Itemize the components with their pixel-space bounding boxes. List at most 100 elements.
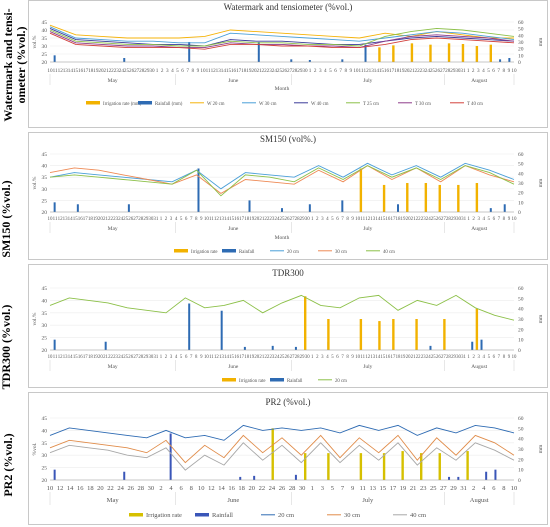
- irrigation-bar: [271, 428, 274, 480]
- day-tick-label: 24: [274, 217, 280, 222]
- rainfall-bar: [294, 346, 297, 350]
- rainfall-bar: [499, 59, 502, 62]
- day-tick-label: 20: [97, 485, 104, 492]
- legend-swatch: [174, 249, 188, 253]
- day-tick-label: 25: [277, 68, 283, 74]
- day-tick-label: 18: [88, 355, 93, 360]
- month-label: August: [471, 78, 487, 84]
- day-tick-label: 1: [467, 217, 470, 222]
- y2-tick-label: 20: [518, 327, 524, 333]
- day-tick-label: 7: [190, 217, 193, 222]
- rainfall-bar: [169, 433, 172, 480]
- day-tick-label: 16: [77, 485, 84, 492]
- day-tick-label: 14: [68, 355, 73, 360]
- irrigation-bar: [447, 43, 451, 62]
- day-tick-label: 4: [171, 68, 174, 74]
- day-tick-label: 21: [411, 355, 416, 360]
- day-tick-label: 11: [360, 355, 365, 360]
- irrigation-bar: [378, 47, 381, 62]
- rainfall-bar: [489, 208, 492, 212]
- day-tick-label: 24: [118, 355, 123, 360]
- day-tick-label: 15: [73, 217, 79, 222]
- day-tick-label: 17: [239, 355, 244, 360]
- day-tick-label: 15: [226, 68, 232, 74]
- irrigation-bar: [489, 44, 492, 62]
- day-tick-label: 22: [109, 68, 115, 74]
- series-line: [49, 31, 515, 49]
- day-tick-label: 17: [391, 355, 396, 360]
- day-tick-label: 5: [180, 355, 183, 360]
- rainfall-bar: [220, 310, 223, 350]
- y-tick-label: 20: [42, 210, 48, 216]
- day-tick-label: 27: [440, 68, 446, 74]
- day-tick-label: 7: [341, 485, 345, 492]
- y-tick-label: 35: [42, 441, 48, 447]
- day-tick-label: 23: [270, 355, 275, 360]
- rainfall-bar: [364, 44, 367, 62]
- day-tick-label: 27: [290, 355, 295, 360]
- month-label: June: [227, 497, 239, 504]
- legend-label: T 40 cm: [467, 102, 483, 107]
- day-tick-label: 27: [134, 68, 140, 74]
- day-tick-label: 21: [410, 485, 417, 492]
- irrigation-bar: [457, 184, 460, 212]
- y-tick-label: 25: [42, 466, 48, 472]
- rainfall-bar: [341, 59, 344, 62]
- row-label-pr2: PR2 (%vol.): [1, 433, 15, 497]
- day-tick-label: 10: [512, 355, 517, 360]
- y-tick-label: 30: [42, 44, 48, 50]
- day-tick-label: 24: [425, 68, 431, 74]
- day-tick-label: 3: [166, 68, 169, 74]
- y2-tick-label: 30: [518, 181, 524, 187]
- day-tick-label: 8: [503, 217, 506, 222]
- day-tick-label: 8: [191, 68, 194, 74]
- day-tick-label: 14: [68, 68, 74, 74]
- chart-border: [28, 392, 548, 525]
- y2-axis-title: mm: [538, 444, 544, 453]
- legend-label: 20 cm: [287, 250, 299, 255]
- day-tick-label: 12: [208, 485, 215, 492]
- irrigation-bar: [424, 183, 428, 212]
- day-tick-label: 11: [209, 217, 214, 222]
- day-tick-label: 1: [309, 68, 312, 74]
- day-tick-label: 29: [300, 355, 305, 360]
- day-tick-label: 7: [498, 355, 501, 360]
- day-tick-label: 31: [460, 485, 467, 492]
- day-tick-label: 14: [224, 355, 229, 360]
- day-tick-label: 5: [180, 217, 183, 222]
- day-tick-label: 22: [415, 68, 421, 74]
- day-tick-label: 29: [297, 68, 303, 74]
- y2-tick-label: 60: [518, 416, 524, 422]
- rainfall-bar: [448, 476, 451, 480]
- day-tick-label: 18: [241, 68, 247, 74]
- y-tick-label: 25: [42, 336, 48, 342]
- irrigation-bar: [359, 168, 363, 212]
- day-tick-label: 15: [380, 217, 386, 222]
- day-tick-label: 8: [344, 68, 347, 74]
- y-tick-label: 45: [42, 20, 48, 26]
- day-tick-label: 15: [73, 68, 79, 74]
- month-label: August: [470, 497, 489, 504]
- day-tick-label: 3: [170, 355, 173, 360]
- day-tick-label: 7: [497, 68, 500, 74]
- rainfall-bar: [308, 204, 311, 212]
- day-tick-label: 3: [477, 217, 480, 222]
- month-label: June: [228, 78, 239, 84]
- day-tick-label: 5: [331, 485, 334, 492]
- chart-title: TDR300: [272, 268, 304, 278]
- day-tick-label: 4: [175, 217, 178, 222]
- y2-axis-title: mm: [538, 178, 544, 187]
- day-tick-label: 7: [339, 68, 342, 74]
- day-tick-label: 24: [119, 68, 125, 74]
- day-tick-label: 11: [53, 217, 58, 222]
- y2-tick-label: 0: [518, 478, 521, 484]
- day-tick-label: 14: [218, 485, 225, 492]
- day-tick-label: 13: [63, 217, 68, 222]
- rainfall-bar: [123, 471, 126, 480]
- day-tick-label: 11: [360, 217, 365, 222]
- day-tick-label: 20: [251, 68, 257, 74]
- y-tick-label: 20: [42, 60, 48, 66]
- legend-label: Irrigation rate: [239, 379, 266, 384]
- day-tick-label: 14: [221, 68, 227, 74]
